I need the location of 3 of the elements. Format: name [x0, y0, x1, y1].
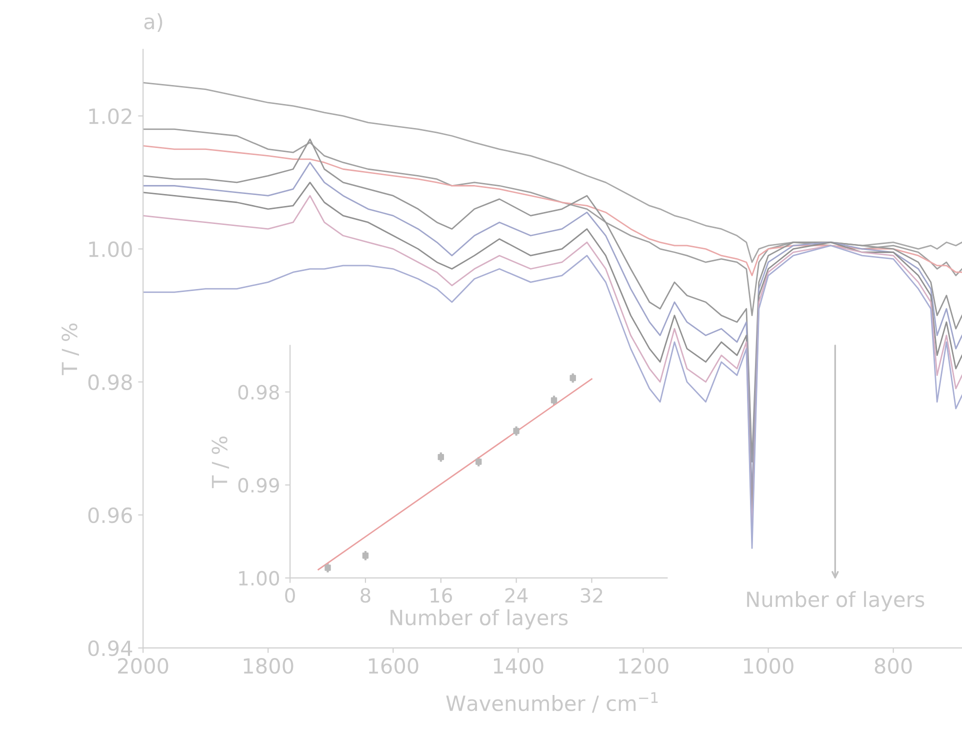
line-series: [143, 145, 962, 276]
point: [475, 458, 482, 465]
point: [362, 552, 369, 559]
